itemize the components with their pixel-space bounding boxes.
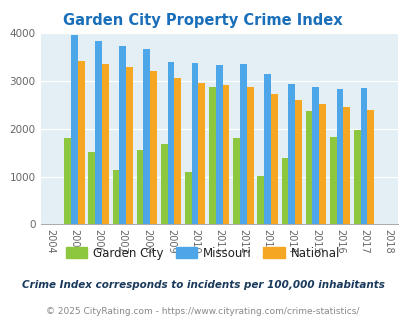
Bar: [64, 138, 71, 224]
Bar: [174, 79, 181, 224]
Bar: [78, 61, 84, 224]
Text: Garden City Property Crime Index: Garden City Property Crime Index: [63, 13, 342, 28]
Bar: [305, 112, 312, 224]
Bar: [209, 87, 215, 224]
Bar: [264, 74, 270, 224]
Bar: [136, 150, 143, 224]
Bar: [246, 87, 253, 224]
Bar: [367, 110, 373, 224]
Bar: [232, 138, 239, 224]
Bar: [329, 137, 336, 224]
Bar: [239, 64, 246, 224]
Bar: [270, 94, 277, 224]
Bar: [191, 63, 198, 224]
Bar: [119, 46, 126, 224]
Bar: [215, 65, 222, 224]
Bar: [294, 100, 301, 224]
Bar: [185, 172, 191, 224]
Bar: [160, 145, 167, 224]
Bar: [281, 158, 288, 224]
Legend: Garden City, Missouri, National: Garden City, Missouri, National: [61, 242, 344, 264]
Bar: [353, 130, 360, 224]
Bar: [126, 67, 132, 224]
Bar: [318, 104, 325, 224]
Bar: [288, 84, 294, 224]
Bar: [71, 35, 78, 224]
Bar: [143, 49, 150, 224]
Bar: [112, 170, 119, 224]
Bar: [167, 62, 174, 224]
Text: © 2025 CityRating.com - https://www.cityrating.com/crime-statistics/: © 2025 CityRating.com - https://www.city…: [46, 307, 359, 316]
Bar: [343, 107, 349, 224]
Bar: [198, 83, 205, 224]
Bar: [222, 85, 229, 224]
Bar: [88, 152, 95, 224]
Bar: [312, 86, 318, 224]
Bar: [95, 41, 102, 224]
Bar: [150, 71, 157, 224]
Bar: [336, 89, 343, 224]
Bar: [257, 176, 264, 224]
Bar: [360, 88, 367, 224]
Text: Crime Index corresponds to incidents per 100,000 inhabitants: Crime Index corresponds to incidents per…: [21, 280, 384, 290]
Bar: [102, 64, 109, 224]
